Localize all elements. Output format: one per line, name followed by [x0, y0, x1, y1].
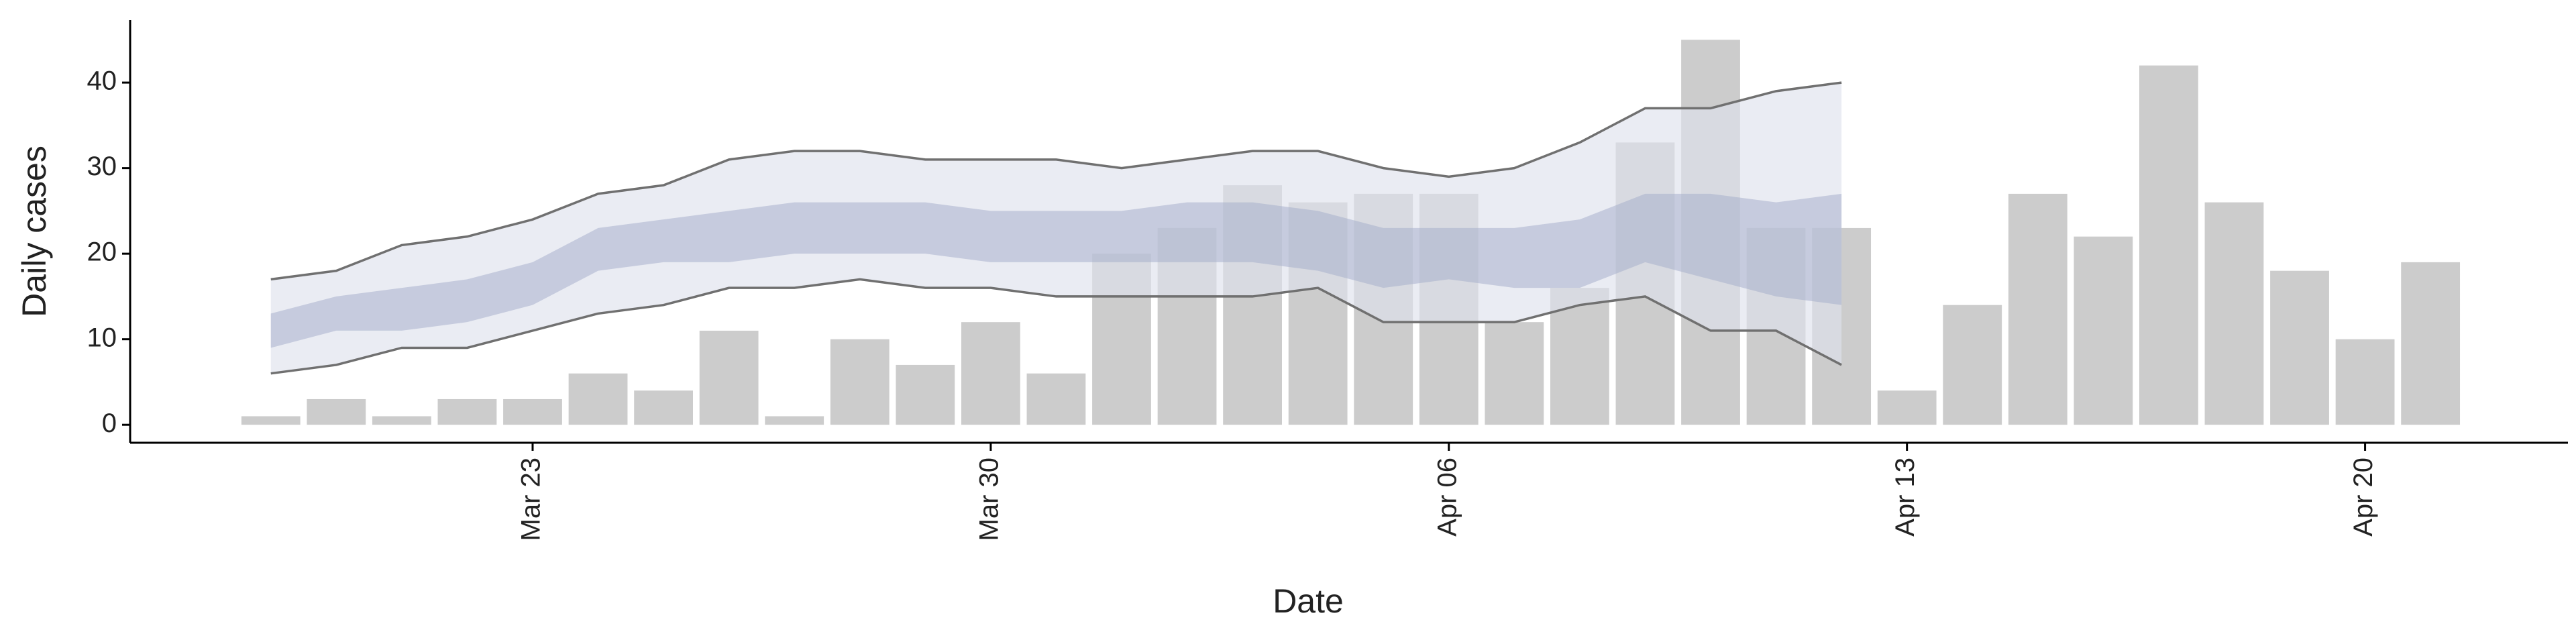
bar — [241, 416, 301, 425]
bar — [2335, 339, 2395, 425]
bar — [699, 330, 759, 425]
y-axis-title: Daily cases — [15, 146, 53, 317]
bound-line — [270, 81, 1842, 281]
bound-line — [270, 278, 1842, 375]
bar — [2204, 202, 2264, 425]
x-tick-label: Mar 30 — [974, 458, 1004, 541]
bar — [307, 398, 366, 425]
y-tick-label: 0 — [102, 409, 117, 438]
bar — [2074, 236, 2133, 425]
bar — [765, 416, 824, 425]
inner-band — [270, 193, 1842, 348]
bar — [1877, 390, 1937, 425]
x-tick-label: Apr 20 — [2349, 458, 2378, 537]
bar — [1943, 305, 2002, 425]
y-tick-label: 10 — [87, 323, 117, 352]
bar — [2401, 262, 2461, 425]
bar — [830, 339, 890, 425]
x-tick-label: Apr 13 — [1890, 458, 1920, 537]
bar — [896, 364, 955, 425]
x-axis-title: Date — [1273, 582, 1344, 620]
bar — [2270, 270, 2329, 425]
bar — [634, 390, 693, 425]
bar — [1026, 373, 1086, 425]
bar — [437, 398, 497, 425]
bar — [2139, 65, 2198, 425]
bar — [568, 373, 628, 425]
y-tick-label: 40 — [87, 66, 117, 96]
x-tick-label: Apr 06 — [1432, 458, 1462, 537]
bar — [1485, 322, 1544, 425]
x-tick-label: Mar 23 — [517, 458, 546, 541]
bar — [372, 416, 431, 425]
bar — [961, 322, 1020, 425]
y-tick-label: 20 — [87, 237, 117, 267]
bar — [2008, 193, 2068, 425]
bar — [503, 398, 562, 425]
y-tick-label: 30 — [87, 152, 117, 181]
